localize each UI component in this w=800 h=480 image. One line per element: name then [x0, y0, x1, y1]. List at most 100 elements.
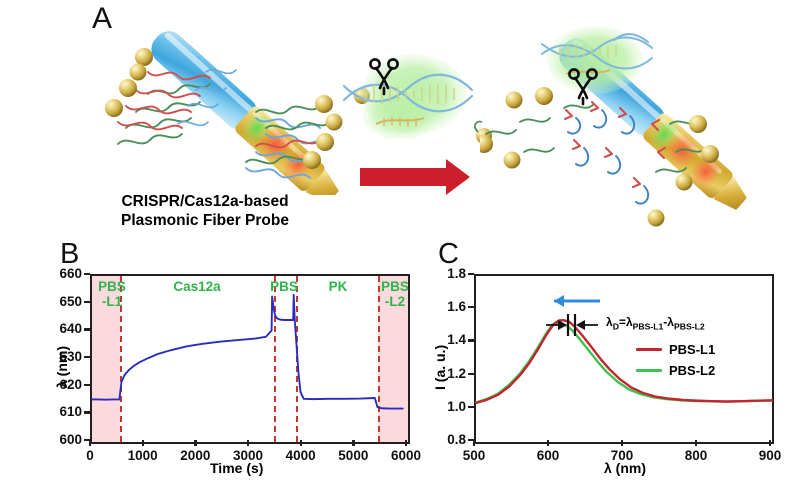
formula-lambda-3: λ: [667, 315, 674, 329]
panel-b-dash-1: [119, 276, 122, 442]
y-tick-label: 640: [59, 321, 82, 337]
legend-item-pbs-l2: PBS-L2: [636, 363, 715, 378]
scissors-icon-right: [568, 68, 598, 106]
panel-b-zone-label-0: PBS -L1: [98, 279, 126, 309]
lambda-d-measure: [546, 314, 598, 336]
panel-a: A: [0, 0, 800, 238]
x-tick-label: 0: [86, 448, 94, 463]
x-tick-label: 500: [462, 448, 486, 463]
cas12a-ribonucleoprotein-cleavage: [342, 54, 492, 195]
panel-b-band-pbs-l1: [92, 276, 120, 442]
panel-b-trace: [91, 293, 404, 410]
y-tick-label: 1.2: [447, 365, 466, 381]
lambda-d-formula: λD=λPBS-L1-λPBS-L2: [606, 315, 705, 331]
x-tick-label: 900: [758, 448, 782, 463]
panel-c-spectra-svg: [474, 318, 774, 405]
x-tick-mark: [89, 440, 92, 446]
x-tick-mark: [194, 440, 197, 446]
y-tick-label: 1.0: [447, 398, 466, 414]
x-tick-mark: [769, 440, 772, 446]
y-tick-mark: [84, 411, 90, 414]
scissors-icon: [369, 58, 399, 96]
panel-c-x-axis-title: λ (nm): [604, 460, 646, 476]
panel-b-letter: B: [60, 238, 80, 270]
y-tick-label: 600: [59, 432, 82, 447]
caption-line-1: CRISPR/Cas12a-based: [121, 193, 289, 210]
legend-item-pbs-l1: PBS-L1: [636, 342, 715, 357]
y-tick-mark: [84, 300, 90, 303]
x-tick-label: 800: [684, 448, 708, 463]
x-tick-label: 5000: [338, 448, 369, 463]
y-tick-label: 1.4: [447, 332, 466, 348]
gold-nanoparticle-group: [105, 48, 370, 169]
x-tick-mark: [405, 440, 408, 446]
panel-b-zone-label-1: Cas12a: [173, 279, 221, 294]
legend-label-pbs-l2: PBS-L2: [669, 363, 716, 378]
formula-equals: =: [618, 315, 626, 329]
x-tick-label: 4000: [285, 448, 316, 463]
x-tick-mark: [547, 440, 550, 446]
y-tick-label: 650: [59, 293, 82, 309]
y-tick-label: 660: [59, 266, 82, 281]
panel-c-trace-pbs-l2: [474, 321, 774, 404]
x-tick-label: 3000: [232, 448, 264, 463]
y-tick-label: 0.8: [447, 432, 466, 447]
panel-b-zone-label-3: PK: [328, 279, 348, 294]
legend-swatch-pbs-l1: [636, 347, 662, 352]
formula-sub-l1: PBS-L1: [632, 321, 664, 332]
x-tick-label: 1000: [127, 448, 158, 463]
y-tick-mark: [84, 383, 90, 386]
formula-lambda-2: λ: [625, 315, 633, 329]
panel-b-plot-area: PBS -L1 Cas12a PBS PK PBS -L2: [90, 274, 410, 444]
y-tick-mark: [468, 306, 474, 309]
formula-sub-d: D: [612, 321, 619, 332]
x-tick-label: 600: [536, 448, 560, 463]
formula-minus: -: [663, 315, 668, 329]
y-tick-label: 610: [59, 404, 82, 420]
x-tick-label: 700: [610, 448, 634, 463]
panel-c-plot-area: λD=λPBS-L1-λPBS-L2 PBS-L1 PBS-L2: [474, 274, 774, 444]
intact-plasmonic-fiber-probe: [105, 31, 370, 195]
x-tick-label: 6000: [390, 448, 422, 463]
panel-c: C I (a. u.): [424, 238, 800, 480]
y-tick-label: 620: [59, 376, 82, 392]
formula-lambda: λ: [606, 315, 613, 329]
panel-c-legend: PBS-L1 PBS-L2: [636, 342, 715, 384]
y-tick-label: 1.6: [447, 299, 466, 315]
x-tick-mark: [695, 440, 698, 446]
legend-label-pbs-l1: PBS-L1: [669, 342, 716, 357]
y-tick-mark: [468, 405, 474, 408]
caption-line-2: Plasmonic Fiber Probe: [121, 212, 289, 230]
panel-a-letter: A: [92, 2, 113, 35]
y-tick-mark: [84, 439, 90, 442]
panel-b-x-axis-title: Time (s): [210, 460, 264, 476]
panel-b-zone-label-4: PBS -L2: [381, 279, 409, 309]
panel-a-caption: CRISPR/Cas12a-based Plasmonic Fiber Prob…: [60, 192, 350, 231]
x-tick-mark: [141, 440, 144, 446]
formula-sub-l2: PBS-L2: [673, 321, 705, 332]
panel-c-letter: C: [438, 238, 459, 270]
panel-b-band-pbs-l2: [378, 276, 409, 442]
x-tick-mark: [473, 440, 476, 446]
panel-c-trace-pbs-l1: [474, 318, 774, 405]
panel-b: B λ (nm) PBS -L1 Cas12a PBS: [0, 238, 430, 480]
panel-b-dash-4: [378, 276, 381, 442]
y-tick-label: 1.8: [447, 266, 466, 281]
y-tick-mark: [468, 439, 474, 442]
y-tick-mark: [84, 273, 90, 276]
x-tick-mark: [621, 440, 624, 446]
panel-b-dash-2: [274, 276, 277, 442]
y-tick-mark: [468, 372, 474, 375]
y-tick-mark: [468, 273, 474, 276]
y-tick-mark: [468, 339, 474, 342]
y-tick-mark: [84, 328, 90, 331]
x-tick-mark: [352, 440, 355, 446]
blueshift-arrow: [554, 295, 600, 307]
released-nanoparticle-group: [480, 87, 719, 227]
legend-swatch-pbs-l2: [636, 368, 662, 373]
x-tick-mark: [299, 440, 302, 446]
panel-b-zone-label-2: PBS: [270, 279, 298, 294]
cleaved-probe-released-nanoparticles: [480, 26, 747, 227]
transition-arrow: [360, 159, 470, 195]
